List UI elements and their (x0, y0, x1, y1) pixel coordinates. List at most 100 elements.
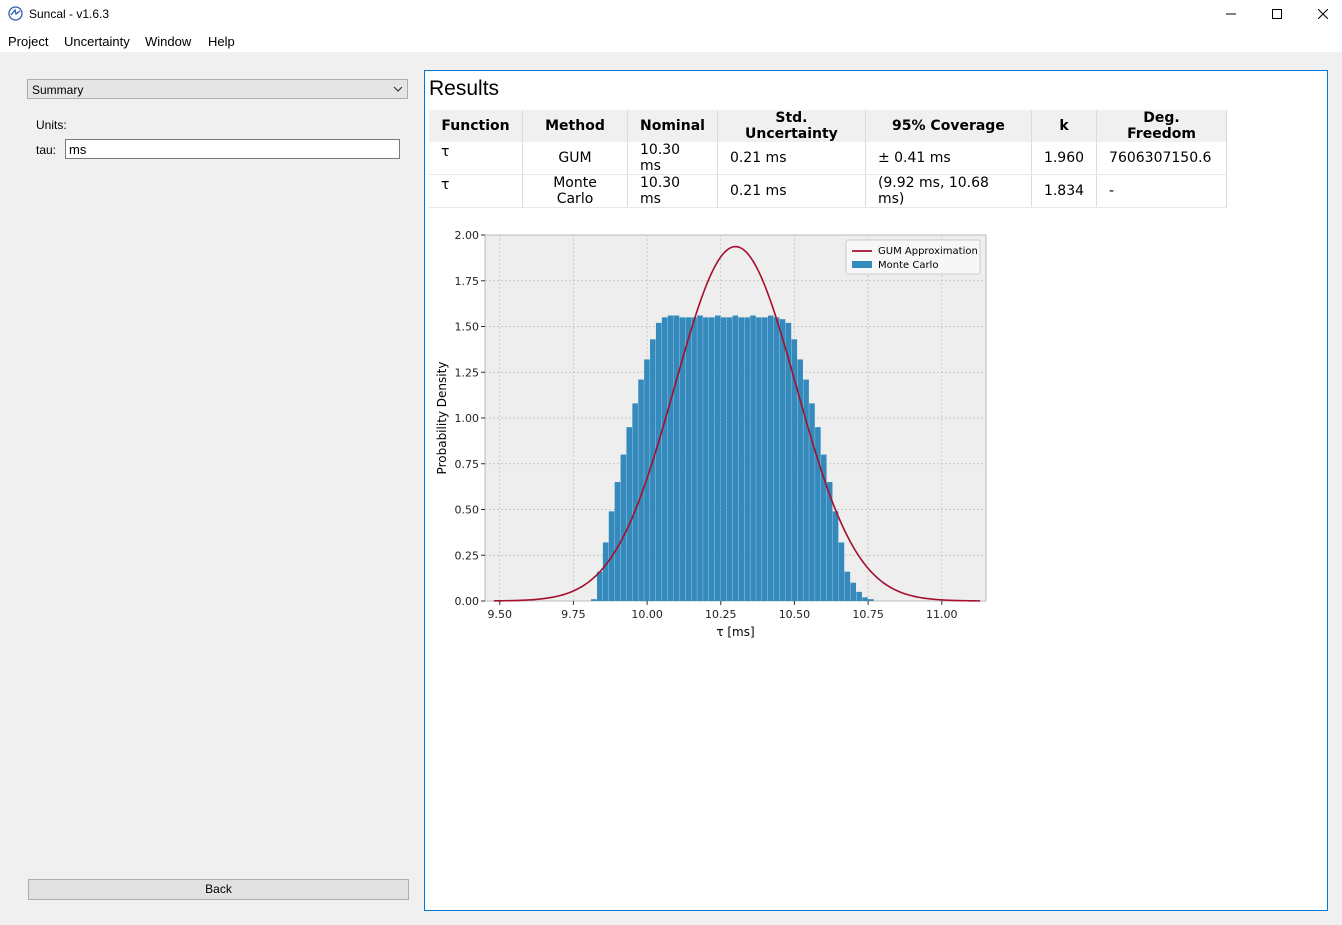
histogram-bar (685, 317, 691, 601)
histogram-bar (826, 482, 833, 601)
histogram-bar (697, 315, 703, 601)
table-header-row: Function Method Nominal Std. Uncertainty… (429, 110, 1228, 142)
histogram-bar (850, 582, 857, 601)
cell-nominal: 10.30 ms (627, 142, 718, 175)
menu-window[interactable]: Window (145, 34, 192, 49)
histogram-bar (767, 315, 774, 601)
histogram-bar (638, 379, 644, 601)
legend-box (845, 239, 981, 275)
cell-nominal: 10.30 ms (627, 174, 718, 208)
histogram-bar (832, 511, 839, 601)
cell-k: 1.834 (1031, 174, 1098, 208)
col-method: Method (522, 110, 628, 142)
histogram-bar (791, 339, 798, 601)
menu-help[interactable]: Help (208, 34, 235, 49)
minimize-button[interactable] (1208, 0, 1254, 28)
histogram-bar (620, 454, 627, 601)
cell-std-uncertainty: 0.21 ms (717, 174, 866, 208)
title-bar: Suncal - v1.6.3 (0, 0, 1342, 28)
histogram-bar (667, 315, 674, 601)
histogram-bar (738, 317, 745, 601)
menu-bar: Project Uncertainty Window Help (0, 28, 1342, 52)
histogram-bar (844, 571, 851, 601)
maximize-icon (1272, 9, 1282, 19)
x-tick-label: 10.50 (779, 608, 811, 621)
cell-function: τ (429, 142, 523, 175)
window-title: Suncal - v1.6.3 (29, 7, 110, 21)
distribution-chart: 9.50 9.75 10.00 10.25 10.50 10.75 11.00 0.00 0.2… (435, 229, 987, 639)
histogram-bar (602, 542, 609, 601)
histogram-bar (632, 403, 638, 601)
col-deg-freedom: Deg. Freedom (1096, 110, 1228, 142)
x-axis-label: τ [ms] (716, 625, 754, 639)
y-tick-label: 1.75 (455, 275, 480, 288)
close-icon (1318, 9, 1328, 19)
histogram-bar (714, 315, 721, 601)
histogram-bar (614, 482, 621, 601)
histogram-bar (820, 454, 827, 601)
y-tick-label: 0.75 (455, 458, 480, 471)
histogram-bar (720, 317, 727, 601)
x-tick-label: 9.75 (561, 608, 586, 621)
histogram-bar (708, 317, 715, 601)
histogram-bar (626, 427, 633, 601)
col-std-uncertainty: Std. Uncertainty (717, 110, 866, 142)
histogram-bar (785, 322, 792, 601)
cell-deg-freedom: 7606307150.6 (1096, 142, 1228, 175)
view-select-value: Summary (32, 83, 84, 97)
cell-coverage: (9.92 ms, 10.68 ms) (865, 174, 1032, 208)
col-function: Function (429, 110, 523, 142)
cell-function: τ (429, 174, 523, 208)
histogram-bar (655, 322, 662, 601)
results-title: Results (429, 77, 500, 100)
y-tick-label: 0.25 (455, 549, 480, 562)
y-axis-label: Probability Density (435, 362, 449, 475)
gum-approximation-line (493, 245, 981, 602)
y-tick-label: 1.00 (455, 412, 480, 425)
histogram-bar (809, 403, 815, 601)
y-tick-label: 0.50 (455, 504, 480, 517)
cell-deg-freedom: - (1096, 174, 1228, 208)
histogram-bar (815, 427, 821, 601)
y-tick-label: 1.25 (455, 366, 480, 379)
y-tick-label: 2.00 (455, 229, 480, 242)
x-tick-label: 10.75 (852, 608, 884, 621)
suncal-app-icon (8, 6, 23, 21)
tau-label: tau: (36, 143, 57, 157)
maximize-button[interactable] (1254, 0, 1300, 28)
results-table: Function Method Nominal Std. Uncertainty… (429, 110, 1228, 208)
legend-mc-swatch (852, 261, 872, 268)
histogram-bar (756, 317, 762, 601)
close-button[interactable] (1300, 0, 1342, 28)
histogram-bar (750, 315, 756, 601)
col-nominal: Nominal (627, 110, 718, 142)
histogram-bar (661, 317, 668, 601)
histogram-bar (856, 591, 862, 601)
histogram-bar (703, 317, 709, 601)
histogram-bar (797, 359, 803, 601)
histogram-bar (591, 599, 597, 601)
menu-uncertainty[interactable]: Uncertainty (64, 34, 130, 49)
histogram-bar (868, 599, 874, 601)
x-tick-label: 11.00 (926, 608, 958, 621)
y-tick-label: 1.50 (455, 321, 480, 334)
histogram-bar (762, 317, 768, 601)
view-select[interactable]: Summary (27, 79, 408, 99)
cell-method: GUM (522, 142, 628, 175)
cell-method: Monte Carlo (522, 174, 628, 208)
units-label: Units: (36, 118, 67, 132)
x-tick-label: 9.50 (487, 608, 512, 621)
histogram-bar (744, 317, 750, 601)
histogram-bar (779, 319, 786, 601)
legend-mc-label: Monte Carlo (878, 260, 938, 271)
chevron-down-icon (393, 86, 403, 92)
menu-project[interactable]: Project (8, 34, 49, 49)
cell-k: 1.960 (1031, 142, 1098, 175)
tau-units-input[interactable] (65, 139, 400, 159)
back-button[interactable]: Back (28, 879, 409, 900)
histogram-bar (732, 315, 739, 601)
col-k: k (1031, 110, 1098, 142)
legend-gum-label: GUM Approximation (878, 246, 978, 257)
table-row: τ Monte Carlo 10.30 ms 0.21 ms (9.92 ms,… (429, 174, 1228, 208)
histogram-bar (679, 317, 686, 601)
